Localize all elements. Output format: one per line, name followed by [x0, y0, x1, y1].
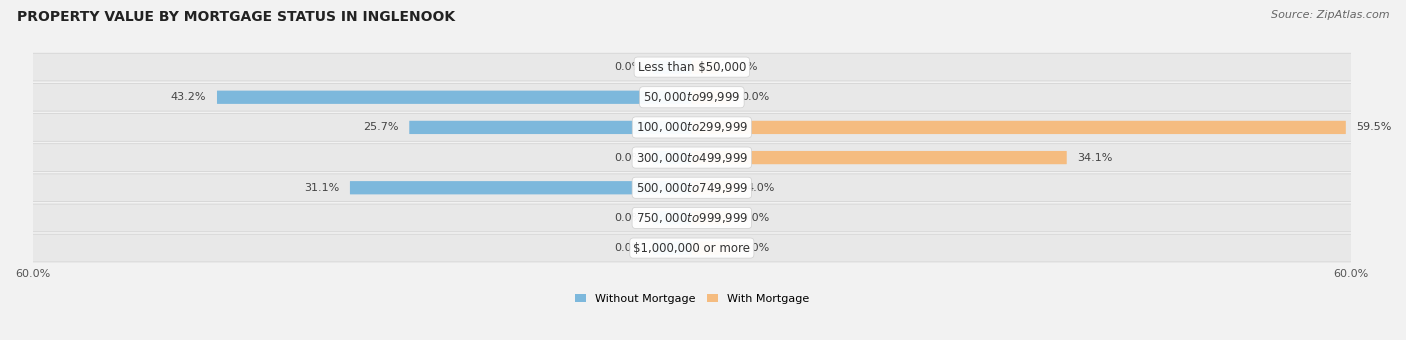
- FancyBboxPatch shape: [654, 61, 692, 74]
- Text: 0.0%: 0.0%: [741, 243, 769, 253]
- FancyBboxPatch shape: [32, 144, 1351, 171]
- Text: Less than $50,000: Less than $50,000: [638, 61, 747, 73]
- FancyBboxPatch shape: [692, 121, 1346, 134]
- Text: 43.2%: 43.2%: [170, 92, 207, 102]
- Text: 31.1%: 31.1%: [304, 183, 339, 193]
- FancyBboxPatch shape: [32, 204, 1351, 232]
- FancyBboxPatch shape: [217, 91, 692, 104]
- Text: 4.0%: 4.0%: [747, 183, 775, 193]
- FancyBboxPatch shape: [692, 151, 1067, 164]
- Text: 34.1%: 34.1%: [1077, 153, 1114, 163]
- FancyBboxPatch shape: [692, 241, 731, 255]
- Text: $300,000 to $499,999: $300,000 to $499,999: [636, 151, 748, 165]
- Text: 0.0%: 0.0%: [741, 92, 769, 102]
- FancyBboxPatch shape: [32, 114, 1351, 141]
- FancyBboxPatch shape: [32, 234, 1351, 262]
- Text: $750,000 to $999,999: $750,000 to $999,999: [636, 211, 748, 225]
- FancyBboxPatch shape: [692, 211, 731, 224]
- Text: PROPERTY VALUE BY MORTGAGE STATUS IN INGLENOOK: PROPERTY VALUE BY MORTGAGE STATUS IN ING…: [17, 10, 456, 24]
- FancyBboxPatch shape: [654, 151, 692, 164]
- FancyBboxPatch shape: [692, 61, 718, 74]
- FancyBboxPatch shape: [654, 211, 692, 224]
- Text: 0.0%: 0.0%: [614, 153, 643, 163]
- FancyBboxPatch shape: [32, 53, 1351, 81]
- Text: 0.0%: 0.0%: [741, 213, 769, 223]
- FancyBboxPatch shape: [32, 83, 1351, 111]
- FancyBboxPatch shape: [350, 181, 692, 194]
- Text: 2.4%: 2.4%: [730, 62, 758, 72]
- FancyBboxPatch shape: [692, 91, 731, 104]
- Text: 0.0%: 0.0%: [614, 62, 643, 72]
- Text: 25.7%: 25.7%: [363, 122, 398, 132]
- Text: 0.0%: 0.0%: [614, 243, 643, 253]
- Text: $50,000 to $99,999: $50,000 to $99,999: [643, 90, 741, 104]
- Text: $500,000 to $749,999: $500,000 to $749,999: [636, 181, 748, 195]
- Text: Source: ZipAtlas.com: Source: ZipAtlas.com: [1271, 10, 1389, 20]
- Legend: Without Mortgage, With Mortgage: Without Mortgage, With Mortgage: [571, 289, 813, 308]
- FancyBboxPatch shape: [654, 241, 692, 255]
- Text: $1,000,000 or more: $1,000,000 or more: [633, 241, 751, 255]
- Text: 59.5%: 59.5%: [1357, 122, 1392, 132]
- FancyBboxPatch shape: [409, 121, 692, 134]
- FancyBboxPatch shape: [692, 181, 735, 194]
- FancyBboxPatch shape: [32, 174, 1351, 202]
- Text: 0.0%: 0.0%: [614, 213, 643, 223]
- Text: $100,000 to $299,999: $100,000 to $299,999: [636, 120, 748, 134]
